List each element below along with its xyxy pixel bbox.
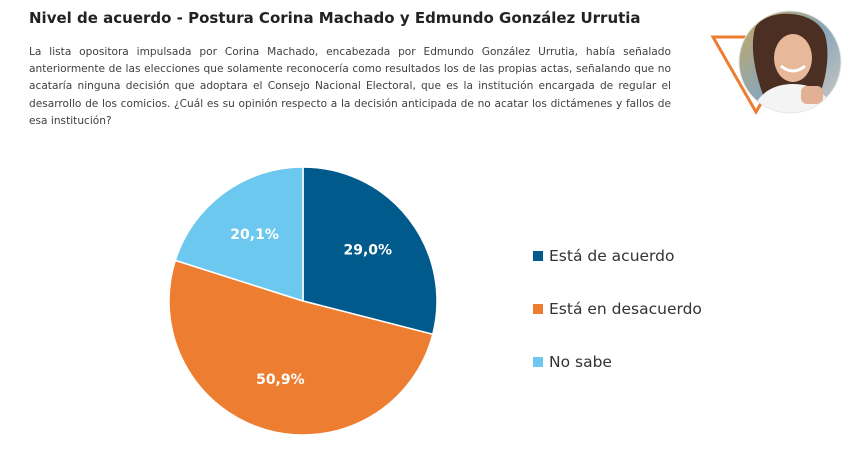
pie-slice-no-sabe [174, 166, 304, 303]
pie-slice-esta-de-acuerdo [302, 166, 438, 336]
legend-item-en-desacuerdo: Está en desacuerdo [533, 296, 702, 322]
legend-item-no-sabe: No sabe [533, 349, 702, 375]
legend-label: Está de acuerdo [549, 247, 675, 265]
portrait-photo [705, 10, 855, 135]
data-label-esta-en-desacuerdo: 50,9% [256, 372, 305, 388]
question-description: La lista opositora impulsada por Corina … [29, 46, 671, 127]
legend-label: Está en desacuerdo [549, 300, 702, 318]
legend-label: No sabe [549, 353, 612, 371]
chart-title: Nivel de acuerdo - Postura Corina Machad… [29, 9, 641, 27]
data-label-esta-de-acuerdo: 29,0% [344, 243, 393, 259]
chart-legend: Está de acuerdo Está en desacuerdo No sa… [533, 243, 702, 402]
legend-swatch [533, 304, 543, 314]
legend-swatch [533, 251, 543, 261]
data-label-no-sabe: 20,1% [230, 227, 279, 243]
legend-item-de-acuerdo: Está de acuerdo [533, 243, 702, 269]
person-portrait-icon [739, 11, 841, 113]
pie-slice-esta-en-desacuerdo [168, 259, 434, 436]
legend-swatch [533, 357, 543, 367]
